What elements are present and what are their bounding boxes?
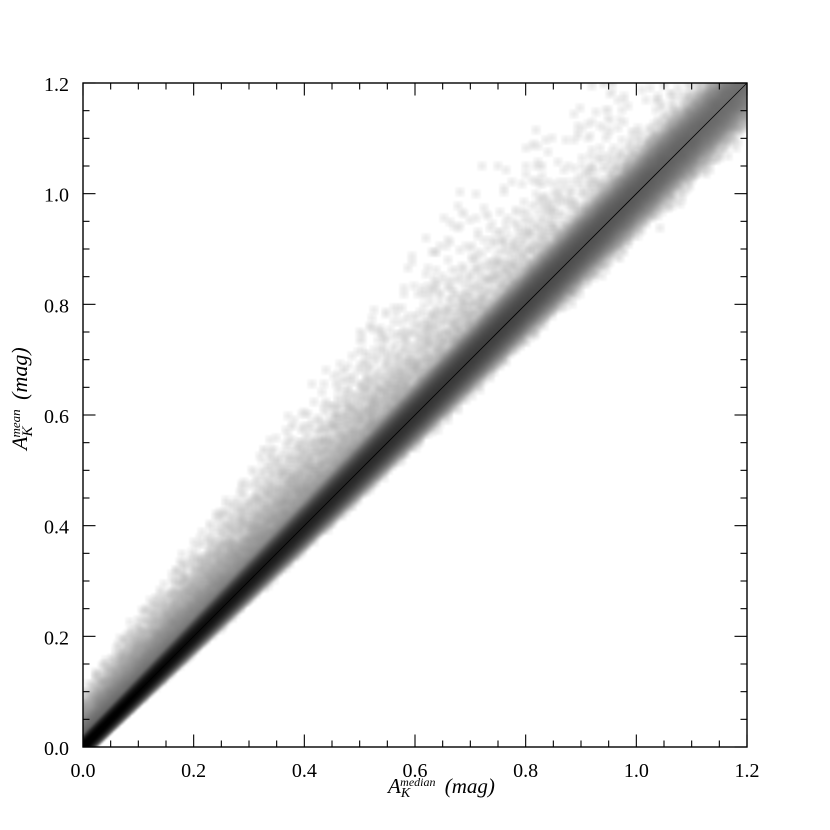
svg-text:AKmedian (mag): AKmedian (mag) [386,774,495,801]
svg-text:AKmean (mag): AKmean (mag) [7,347,36,452]
svg-text:1.0: 1.0 [624,760,649,782]
svg-text:0.4: 0.4 [44,517,69,539]
svg-text:0.4: 0.4 [292,760,317,782]
svg-text:0.0: 0.0 [71,760,96,782]
svg-text:0.8: 0.8 [513,760,538,782]
svg-text:0.2: 0.2 [181,760,206,782]
svg-text:1.2: 1.2 [44,74,69,96]
svg-text:1.0: 1.0 [44,185,69,207]
svg-text:0.2: 0.2 [44,627,69,649]
svg-text:0.0: 0.0 [44,738,69,760]
svg-text:0.8: 0.8 [44,295,69,317]
svg-text:1.2: 1.2 [735,760,760,782]
svg-text:0.6: 0.6 [44,406,69,428]
